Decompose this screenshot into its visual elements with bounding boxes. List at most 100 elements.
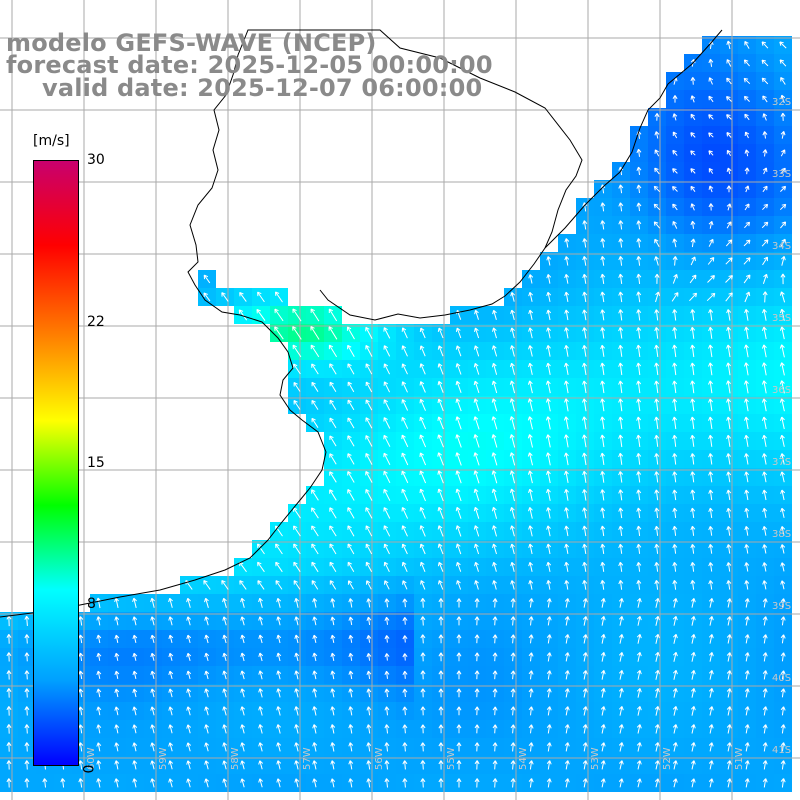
wind-arrow [221, 292, 229, 302]
wind-arrow [780, 471, 785, 483]
wind-arrow [636, 273, 642, 284]
wind-arrow [474, 724, 480, 734]
wind-arrow [474, 706, 480, 716]
wind-arrow [312, 724, 318, 734]
wind-arrow [419, 452, 427, 466]
wind-arrow [600, 202, 606, 212]
wind-arrow [636, 238, 642, 248]
wind-arrow [258, 742, 264, 752]
wind-arrow [636, 398, 642, 412]
wind-arrow [654, 507, 660, 519]
wind-arrow [510, 760, 516, 770]
wind-arrow [528, 345, 533, 357]
wind-arrow [672, 149, 678, 156]
wind-arrow [275, 580, 283, 590]
wind-arrow [600, 579, 606, 590]
wind-arrow [779, 308, 785, 321]
wind-arrow [690, 398, 696, 412]
wind-arrow [762, 778, 768, 788]
wind-arrow [310, 308, 320, 322]
wind-arrow [636, 148, 642, 157]
longitude-label: 57W [302, 747, 313, 770]
wind-arrow [330, 670, 336, 680]
wind-arrow [150, 670, 156, 680]
wind-arrow [780, 94, 786, 103]
wind-arrow [294, 670, 300, 680]
wind-arrow [708, 220, 714, 229]
wind-arrow [762, 580, 768, 590]
wind-arrow [672, 113, 678, 121]
wind-arrow [618, 670, 624, 680]
wind-arrow [618, 742, 624, 752]
wind-arrow [473, 345, 480, 357]
wind-arrow [474, 309, 479, 320]
wind-arrow [365, 344, 373, 357]
wind-arrow [491, 488, 498, 502]
wind-arrow [546, 598, 552, 608]
wind-arrow [24, 688, 30, 698]
wind-arrow [618, 344, 624, 357]
wind-arrow [582, 398, 587, 412]
wind-arrow [762, 113, 768, 121]
wind-arrow [725, 239, 733, 247]
wind-arrow [24, 760, 30, 770]
wind-arrow [690, 326, 696, 339]
wind-arrow [762, 525, 768, 536]
wind-arrow [779, 203, 787, 211]
wind-arrow [600, 616, 606, 626]
wind-arrow [527, 470, 533, 484]
wind-arrow [546, 706, 552, 716]
wind-arrow [600, 470, 606, 483]
wind-arrow [402, 706, 408, 716]
wind-arrow [274, 326, 284, 340]
wind-arrow [726, 416, 732, 430]
wind-arrow [780, 598, 786, 608]
wind-arrow [564, 670, 570, 680]
wind-arrow [582, 362, 587, 375]
wind-arrow [546, 256, 552, 266]
wind-arrow [564, 380, 569, 394]
wind-arrow [347, 507, 355, 519]
wind-arrow [401, 327, 408, 339]
wind-arrow [492, 580, 497, 590]
wind-arrow [726, 434, 732, 447]
wind-arrow [564, 327, 569, 339]
wind-arrow [672, 238, 678, 248]
wind-arrow [600, 634, 606, 644]
wind-arrow [636, 561, 642, 572]
wind-arrow [744, 185, 750, 193]
wind-arrow [383, 561, 390, 573]
wind-arrow [636, 362, 642, 376]
wind-arrow [762, 167, 768, 175]
wind-arrow [293, 400, 301, 410]
wind-arrow [114, 688, 120, 698]
wind-arrow [438, 742, 444, 752]
wind-arrow [222, 760, 228, 770]
wind-arrow [510, 327, 515, 339]
wind-arrow [6, 670, 12, 680]
wind-arrow [365, 525, 373, 537]
wind-arrow [762, 95, 768, 103]
wind-arrow [690, 742, 696, 752]
wind-arrow [348, 688, 354, 698]
wind-arrow [383, 434, 391, 447]
wind-arrow [707, 257, 715, 265]
wind-arrow [312, 742, 318, 752]
wind-arrow [366, 652, 372, 661]
wind-arrow [636, 489, 642, 501]
wind-arrow [690, 416, 696, 430]
wind-arrow [618, 543, 624, 554]
wind-arrow [600, 416, 605, 430]
latitude-label: 32S [772, 97, 792, 108]
wind-arrow [204, 652, 210, 662]
wind-arrow [384, 598, 390, 608]
wind-arrow [150, 652, 156, 661]
wind-arrow [725, 292, 733, 302]
wind-arrow [276, 760, 282, 770]
wind-arrow [437, 345, 444, 357]
wind-arrow [546, 309, 552, 321]
wind-arrow [762, 706, 768, 716]
wind-arrow [42, 778, 48, 788]
wind-arrow [546, 327, 551, 339]
wind-arrow [473, 470, 480, 484]
